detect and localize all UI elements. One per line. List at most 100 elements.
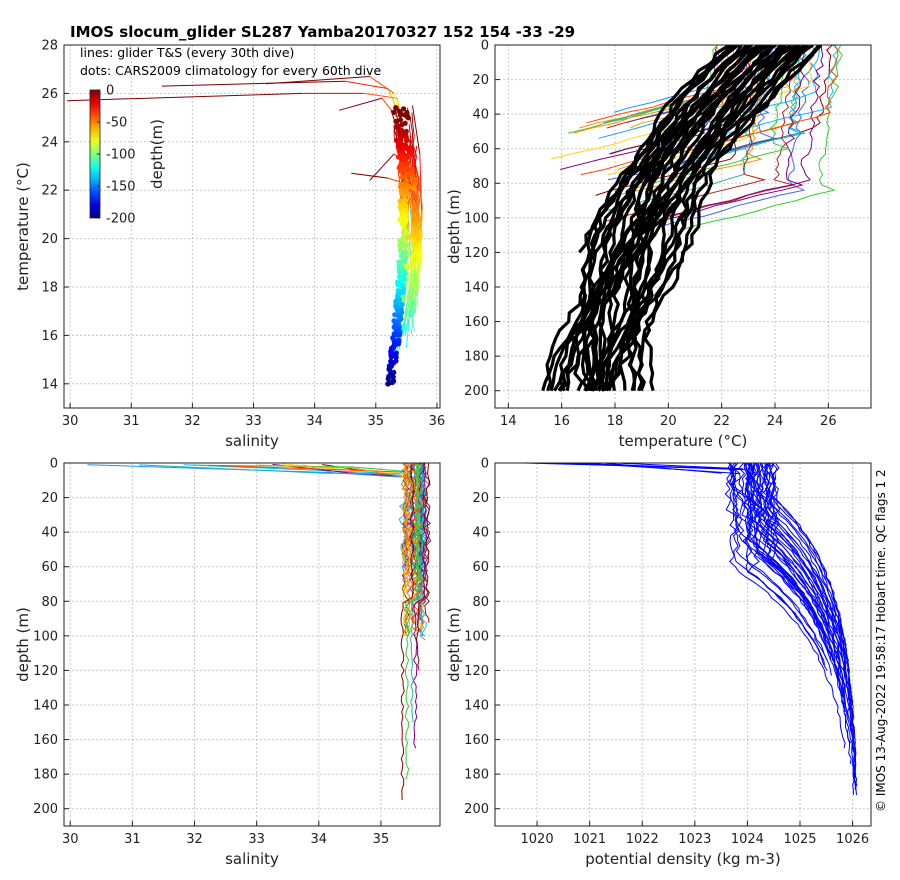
- climatology-dot: [388, 351, 394, 358]
- ts-profile-segment: [419, 192, 421, 205]
- x-tick-label: 1026: [836, 832, 869, 847]
- y-tick-label: 28: [41, 39, 58, 54]
- panel-sz: 30 31 32 33 34 35 0 20 40 60 80 100 120 140 160 180 200 s…: [14, 457, 441, 868]
- y-tick-label: 140: [464, 281, 489, 296]
- climatology-dot: [404, 230, 410, 236]
- climatology-dot: [398, 240, 405, 247]
- ts-profile-segment: [407, 300, 413, 314]
- x-tick-label: 1020: [521, 832, 554, 847]
- thin-temp-profile: [666, 45, 824, 217]
- ts-profile-segment: [419, 254, 423, 267]
- credit-text: © IMOS 13-Aug-2022 19:58:17 Hobart time.…: [874, 469, 888, 812]
- ts-profile-segment: [413, 246, 416, 260]
- ts-profile-segment: [420, 233, 423, 246]
- thick-temp-profile: [594, 45, 782, 391]
- salinity-profile: [401, 463, 410, 576]
- deep-salinity-profile: [404, 463, 419, 780]
- ts-profile-segment: [420, 194, 423, 207]
- climatology-dot: [399, 182, 405, 189]
- y-tick-label: 0: [50, 457, 58, 472]
- ts-line-segment: [419, 153, 423, 215]
- y-tick-label: 20: [472, 73, 489, 88]
- salinity-profile: [412, 463, 421, 602]
- ts-profile-segment: [412, 144, 415, 157]
- y-tick-label: 120: [464, 664, 489, 679]
- climatology-dot: [400, 145, 406, 151]
- ts-profile-segment: [409, 300, 413, 313]
- climatology-dot: [403, 178, 410, 184]
- ts-profile-segment: [414, 274, 417, 287]
- thick-temp-profile: [632, 45, 809, 392]
- climatology-dot: [395, 154, 402, 160]
- ts-profile-segment: [417, 189, 420, 202]
- density-profile: [745, 463, 824, 630]
- x-tick-label: 32: [186, 832, 203, 847]
- surface-salinity-line: [87, 464, 418, 479]
- x-axis-label: salinity: [225, 432, 279, 450]
- climatology-dot: [403, 133, 409, 139]
- climatology-dot: [391, 369, 397, 376]
- y-tick-label: 200: [464, 802, 489, 817]
- series-group: [67, 76, 423, 387]
- y-tick-label: 200: [33, 802, 58, 817]
- deep-salinity-profile: [406, 463, 421, 635]
- plot-frame: [494, 44, 872, 409]
- ts-line-segment: [351, 172, 389, 179]
- climatology-dot: [402, 188, 409, 194]
- climatology-dot: [396, 338, 402, 344]
- density-profile: [731, 463, 832, 676]
- ts-line-segment: [345, 80, 389, 90]
- climatology-dot: [410, 172, 416, 178]
- x-tick-label: 34: [306, 414, 323, 429]
- ts-profile-segment: [412, 280, 417, 294]
- x-tick-label: 16: [553, 414, 570, 429]
- ts-profile-segment: [414, 157, 417, 171]
- ts-profile-segment: [418, 182, 422, 195]
- ts-profile-segment: [413, 256, 419, 269]
- legend-lines-note: lines: glider T&S (every 30th dive): [80, 45, 294, 60]
- climatology-dot: [389, 379, 395, 386]
- ts-profile-segment: [411, 112, 414, 125]
- x-tick-label: 14: [500, 414, 517, 429]
- climatology-dot: [400, 252, 406, 259]
- x-tick-label: 1023: [678, 832, 711, 847]
- ts-profile-segment: [413, 289, 419, 302]
- x-tick-label: 32: [184, 414, 201, 429]
- ts-line-segment: [161, 80, 346, 87]
- density-profile: [745, 463, 846, 692]
- x-tick-label: 35: [373, 832, 390, 847]
- y-axis-label: temperature (°C): [14, 162, 32, 291]
- ts-profile-segment: [410, 119, 413, 133]
- climatology-dot: [399, 265, 405, 272]
- density-profile: [731, 463, 824, 661]
- density-profile: [743, 463, 852, 764]
- climatology-dot: [398, 136, 404, 142]
- climatology-dot: [385, 381, 391, 387]
- ts-profile-segment: [406, 284, 411, 297]
- ts-profile-segment: [415, 168, 420, 181]
- ts-profile-segment: [417, 210, 422, 224]
- ts-profile-segment: [414, 292, 417, 306]
- y-tick-label: 180: [464, 350, 489, 365]
- climatology-dot: [403, 207, 409, 214]
- x-tick-label: 26: [820, 414, 837, 429]
- panel-tz: 14 16 18 20 22 24 26 0 20 40 60 80 100 120 140 160 180 20…: [445, 39, 872, 450]
- plot-frame: [63, 44, 441, 409]
- y-tick-label: 40: [472, 108, 489, 123]
- ts-profile-segment: [406, 263, 409, 276]
- ts-profile-segment: [412, 235, 417, 249]
- ts-profile-segment: [412, 124, 415, 137]
- x-tick-label: 36: [429, 414, 446, 429]
- ts-profile-segment: [416, 266, 421, 280]
- climatology-dot: [397, 129, 403, 135]
- y-tick-label: 120: [464, 246, 489, 261]
- surface-salinity-line: [139, 464, 401, 475]
- surface-salinity-line: [208, 464, 402, 473]
- ts-profile-segment: [410, 221, 416, 234]
- climatology-dot: [411, 186, 417, 192]
- deep-salinity-profile: [400, 463, 415, 801]
- density-profile: [751, 463, 828, 661]
- thick-temp-profile: [588, 45, 775, 391]
